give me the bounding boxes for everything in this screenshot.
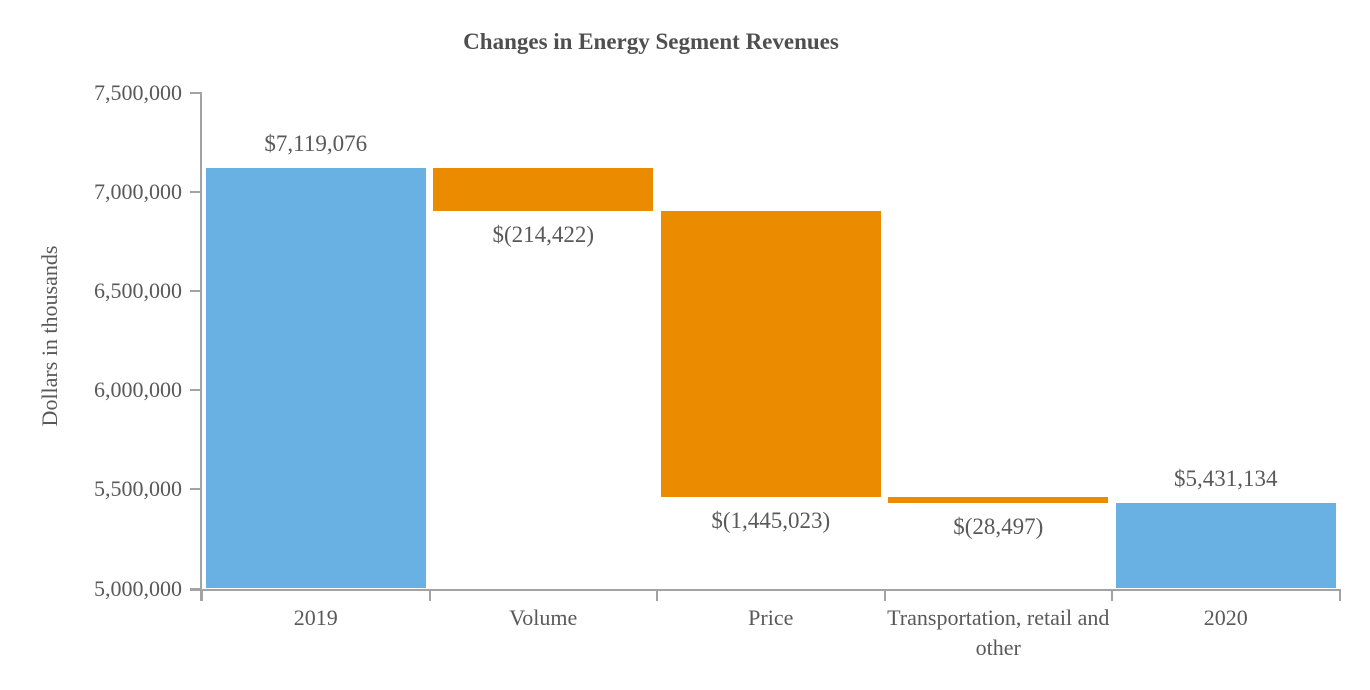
bar-value-label: $(1,445,023) <box>711 508 831 534</box>
x-tick-mark <box>201 588 203 601</box>
x-category-label: Transportation, retail and other <box>887 604 1110 660</box>
y-tick-label: 6,000,000 <box>94 377 182 403</box>
x-category-label: 2020 <box>1203 604 1248 630</box>
x-tick-mark <box>656 588 658 601</box>
y-tick-label: 5,500,000 <box>94 476 182 502</box>
y-tick-label: 5,000,000 <box>94 575 182 601</box>
x-category-label: 2019 <box>293 604 338 630</box>
bar-value-label: $(28,497) <box>953 513 1044 539</box>
y-tick-mark <box>190 289 202 292</box>
y-tick-mark <box>190 587 202 590</box>
waterfall-bar-delta <box>433 168 654 211</box>
bar-value-label: $(214,422) <box>492 221 595 247</box>
x-category-label: Price <box>748 604 794 630</box>
y-tick-mark <box>190 190 202 193</box>
waterfall-bar-delta <box>888 497 1109 503</box>
y-axis-line <box>200 92 202 601</box>
x-tick-mark <box>1111 588 1113 601</box>
y-tick-mark <box>190 389 202 392</box>
waterfall-bar-total <box>1115 502 1336 589</box>
bar-value-label: $7,119,076 <box>264 131 368 157</box>
x-tick-mark <box>428 588 431 601</box>
bar-value-label: $5,431,134 <box>1174 465 1278 491</box>
x-tick-mark <box>883 588 886 601</box>
y-tick-mark <box>190 488 202 491</box>
y-tick-mark <box>190 91 202 94</box>
y-tick-label: 6,500,000 <box>94 277 182 303</box>
x-tick-mark <box>1338 588 1341 601</box>
x-axis-line <box>190 588 1340 591</box>
x-category-label: Volume <box>509 604 578 630</box>
waterfall-bar-delta <box>660 210 881 498</box>
waterfall-bar-total <box>205 168 426 589</box>
chart-title: Changes in Energy Segment Revenues <box>463 29 839 54</box>
y-tick-label: 7,000,000 <box>94 178 182 204</box>
y-tick-label: 7,500,000 <box>94 79 182 105</box>
